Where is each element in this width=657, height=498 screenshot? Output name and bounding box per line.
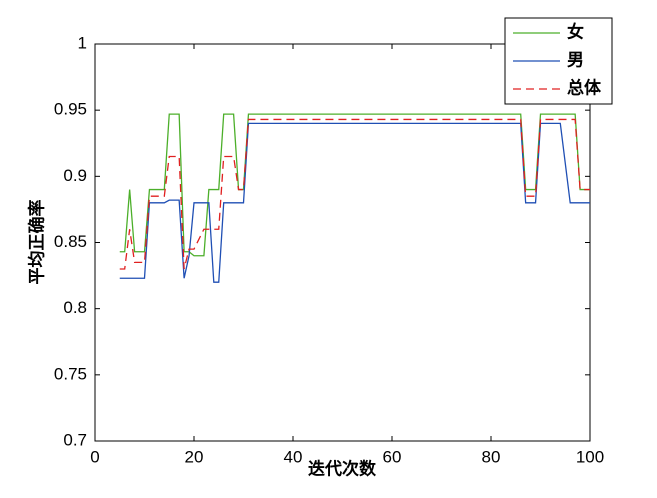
y-tick-label: 0.9 [63, 166, 87, 185]
y-tick-label: 0.95 [54, 100, 87, 119]
y-axis-label: 平均正确率 [27, 200, 48, 285]
y-tick-label: 1 [78, 33, 87, 52]
series-line [119, 113, 590, 257]
x-axis-label: 迭代次数 [308, 459, 377, 480]
x-tick-label: 80 [482, 447, 501, 466]
series-line [119, 122, 590, 283]
y-tick-label: 0.85 [54, 232, 87, 251]
legend-label: 女 [567, 22, 584, 43]
y-tick-label: 0.8 [63, 298, 87, 317]
x-tick-label: 40 [284, 447, 303, 466]
x-tick-label: 20 [185, 447, 204, 466]
legend-label: 总体 [567, 78, 602, 99]
legend-label: 男 [567, 51, 584, 71]
x-tick-label: 0 [90, 447, 99, 466]
x-tick-label: 100 [576, 447, 604, 466]
x-tick-label: 60 [383, 447, 402, 466]
series-line [119, 118, 590, 270]
y-tick-label: 0.75 [54, 364, 87, 383]
y-tick-label: 0.7 [63, 430, 87, 449]
